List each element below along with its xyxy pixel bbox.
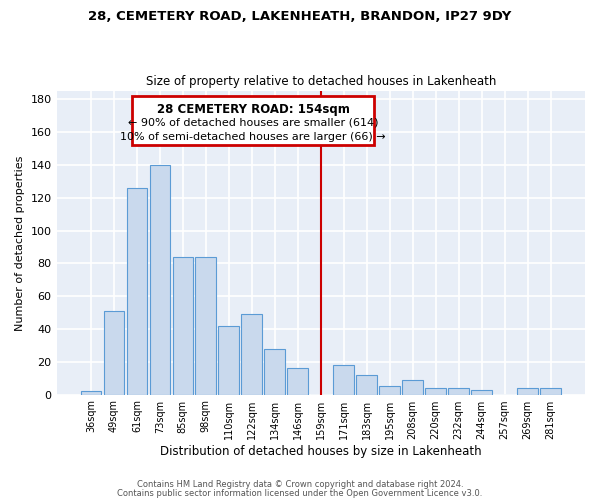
Bar (356, 375, 377, 394)
Title: Size of property relative to detached houses in Lakenheath: Size of property relative to detached ho… (146, 76, 496, 88)
Bar (173, 257, 193, 394)
Text: Contains HM Land Registry data © Crown copyright and database right 2024.: Contains HM Land Registry data © Crown c… (137, 480, 463, 489)
Bar (472, 390, 492, 394)
Y-axis label: Number of detached properties: Number of detached properties (15, 155, 25, 330)
Bar (196, 257, 216, 394)
Text: Contains public sector information licensed under the Open Government Licence v3: Contains public sector information licen… (118, 489, 482, 498)
Bar (540, 388, 561, 394)
Bar (104, 311, 124, 394)
FancyBboxPatch shape (132, 96, 374, 145)
Bar (80, 392, 101, 394)
Bar (265, 348, 285, 395)
Bar (218, 326, 239, 394)
Bar (448, 388, 469, 394)
Bar (334, 365, 354, 394)
Bar (149, 165, 170, 394)
Bar (403, 380, 423, 394)
Bar (517, 388, 538, 394)
Bar (379, 386, 400, 394)
Bar (425, 388, 446, 394)
X-axis label: Distribution of detached houses by size in Lakenheath: Distribution of detached houses by size … (160, 444, 482, 458)
Bar (241, 314, 262, 394)
Text: ← 90% of detached houses are smaller (614): ← 90% of detached houses are smaller (61… (128, 118, 378, 128)
Bar (127, 188, 147, 394)
Text: 10% of semi-detached houses are larger (66) →: 10% of semi-detached houses are larger (… (120, 132, 386, 142)
Text: 28, CEMETERY ROAD, LAKENHEATH, BRANDON, IP27 9DY: 28, CEMETERY ROAD, LAKENHEATH, BRANDON, … (88, 10, 512, 23)
Bar (287, 368, 308, 394)
Text: 28 CEMETERY ROAD: 154sqm: 28 CEMETERY ROAD: 154sqm (157, 102, 349, 116)
